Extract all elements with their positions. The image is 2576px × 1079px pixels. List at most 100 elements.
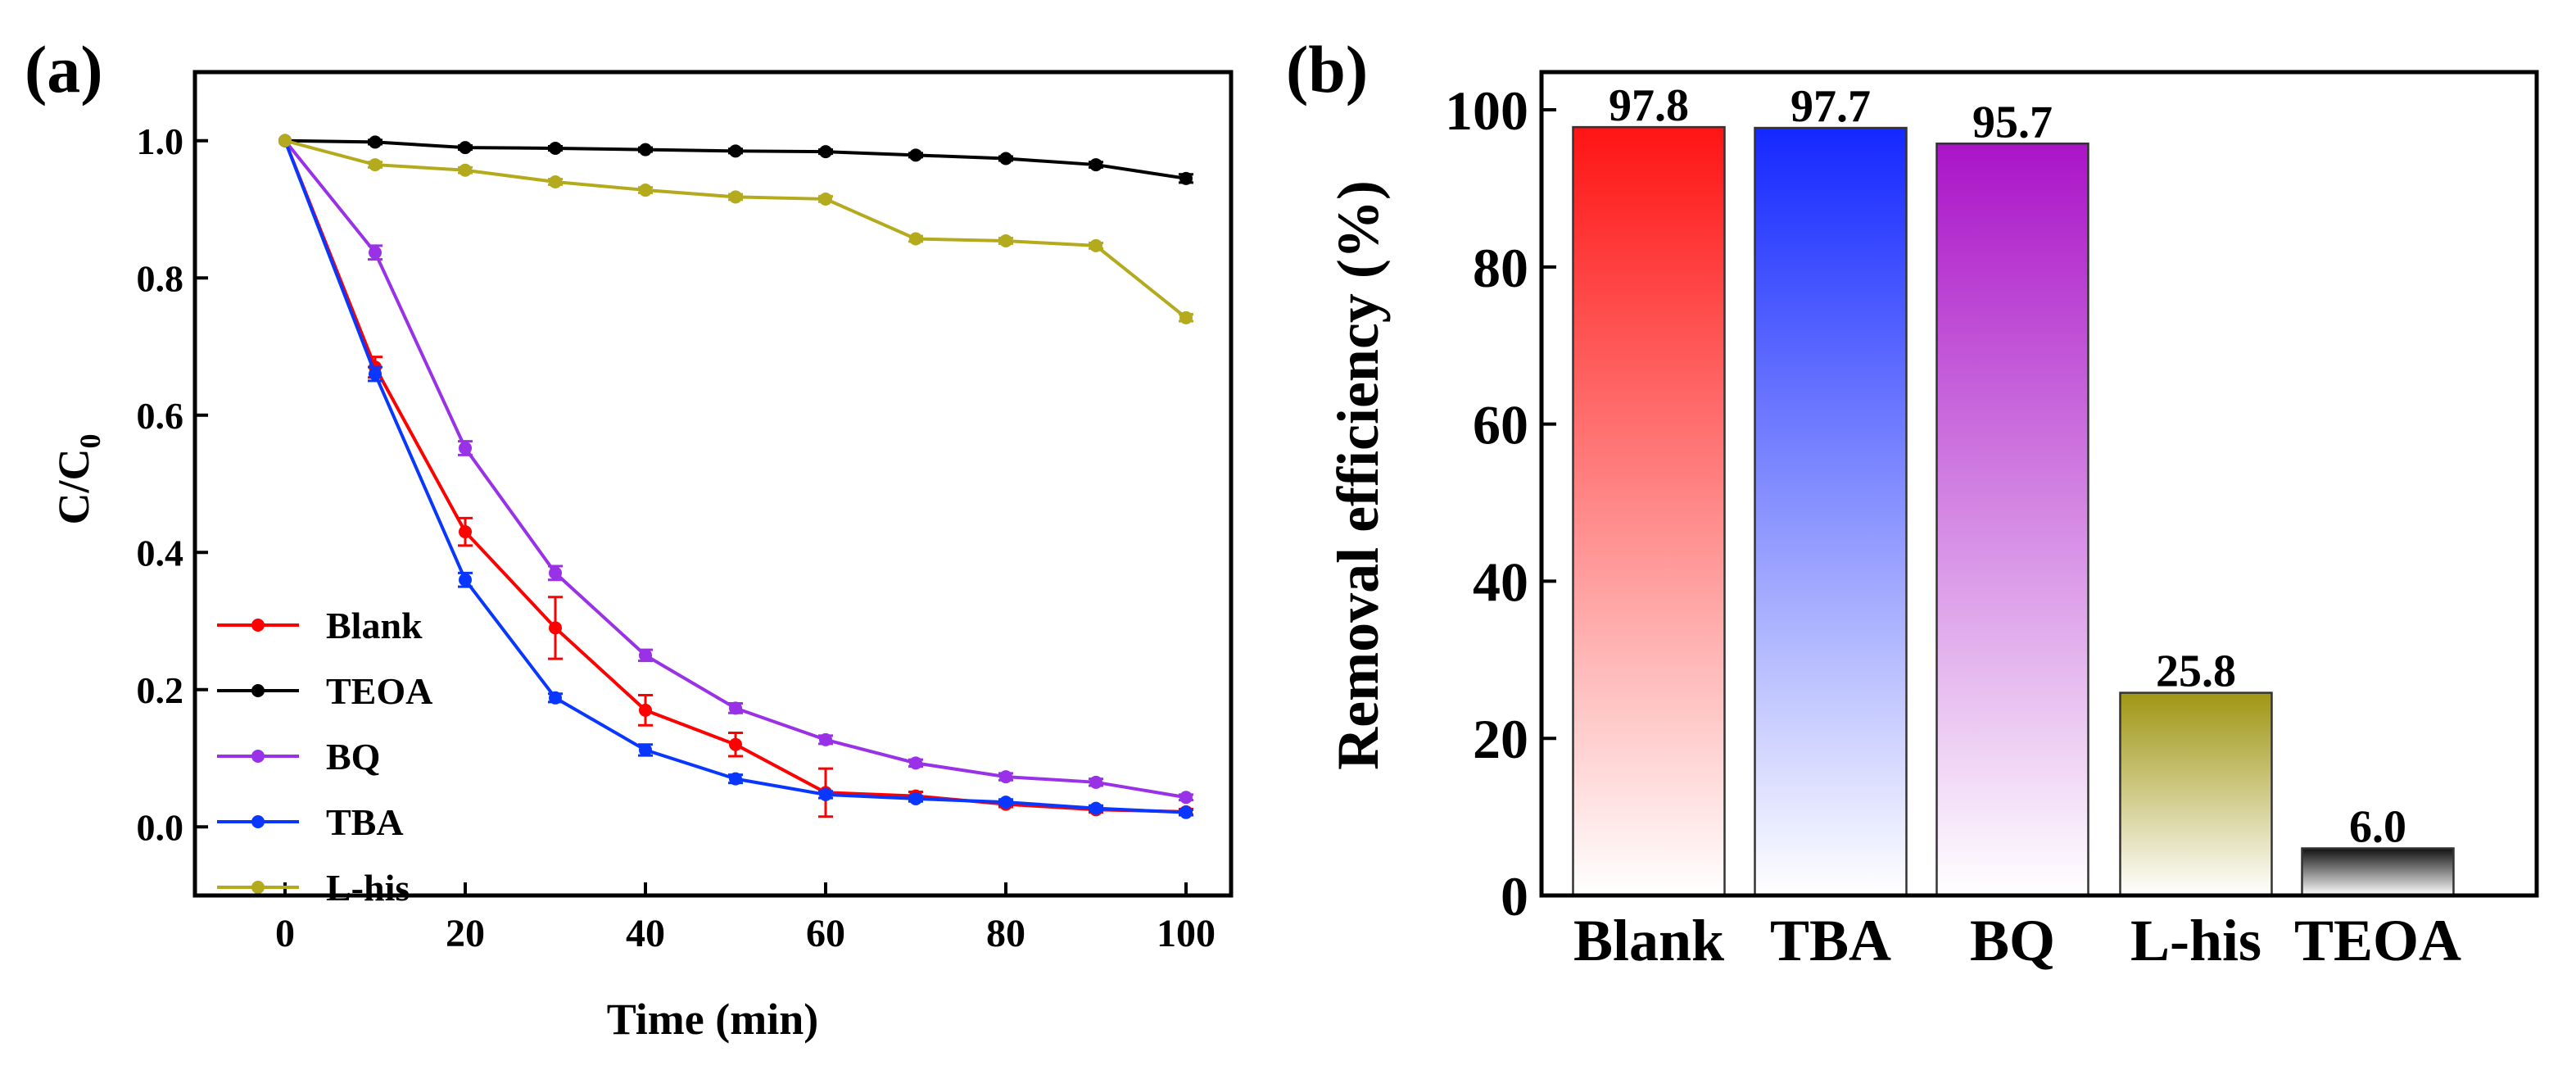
panel-a-x-axis-label: Time (min) <box>607 995 818 1044</box>
data-point-bq <box>549 566 562 580</box>
data-point-teoa <box>369 135 382 149</box>
data-point-l-his <box>909 232 922 246</box>
data-point-bq <box>909 756 922 770</box>
y-tick-label: 40 <box>1473 551 1528 613</box>
bar-value-label-bq: 95.7 <box>1972 97 2053 147</box>
x-tick-label: 20 <box>446 912 485 955</box>
x-category-label-blank: Blank <box>1573 908 1724 973</box>
y-tick-label: 0.8 <box>137 257 184 299</box>
x-category-label-teoa: TEOA <box>2294 908 2461 973</box>
data-point-l-his <box>1089 238 1102 252</box>
panel-b-label: (b) <box>1286 32 1368 107</box>
legend-marker <box>251 815 265 828</box>
panel-b-bar-chart: (b) 97.8 97.7 95.7 25.8 6.0 0 20 40 60 80 100 Blan… <box>1286 32 2539 973</box>
y-tick-label: 0.0 <box>137 806 184 848</box>
x-tick-label: 100 <box>1157 912 1216 955</box>
data-point-teoa <box>1179 171 1193 185</box>
legend-entry-l-his: L-his <box>217 867 410 909</box>
panel-a-line-chart: (a) 0 20 40 60 80 100 0.0 0.2 0.4 0.6 0.8 1.0 Blank… <box>25 32 1234 1044</box>
x-category-label-l-his: L-his <box>2130 908 2261 973</box>
data-point-blank <box>459 525 472 539</box>
data-point-tba <box>1179 805 1193 819</box>
y-axis-label-subscript: 0 <box>74 434 106 449</box>
y-tick-label: 20 <box>1473 708 1528 770</box>
panel-b-plot-frame <box>1539 70 2539 898</box>
bar-value-label-tba: 97.7 <box>1791 81 1871 132</box>
data-point-bq <box>729 701 742 715</box>
data-point-bq <box>1179 791 1193 805</box>
data-point-blank <box>639 703 652 717</box>
bar-teoa <box>2301 847 2455 897</box>
x-tick-label: 60 <box>806 912 845 955</box>
bar-bq <box>1935 143 2089 897</box>
series-line-l-his <box>284 138 1188 320</box>
data-point-l-his <box>369 158 382 172</box>
y-tick-label: 1.0 <box>137 120 184 162</box>
panel-a-plot-frame <box>192 70 1234 898</box>
data-point-l-his <box>549 175 562 188</box>
data-point-l-his <box>459 163 472 177</box>
data-point-teoa <box>909 148 922 162</box>
bar-l-his <box>2119 691 2273 897</box>
y-tick-label: 60 <box>1473 394 1528 456</box>
data-point-teoa <box>999 152 1012 165</box>
legend-entry-bq: BQ <box>217 736 380 778</box>
legend-label: TBA <box>326 801 404 843</box>
y-tick-label: 0.6 <box>137 395 184 437</box>
legend-marker <box>251 684 265 697</box>
legend-label: BQ <box>326 736 380 778</box>
data-point-teoa <box>729 144 742 158</box>
x-tick-label: 80 <box>986 912 1025 955</box>
data-point-l-his <box>999 234 1012 248</box>
data-point-tba <box>819 787 832 801</box>
y-tick-label: 0.4 <box>137 532 184 574</box>
data-point-teoa <box>549 141 562 155</box>
data-point-tba <box>549 691 562 705</box>
data-point-teoa <box>1089 158 1102 172</box>
legend-label: TEOA <box>326 670 432 712</box>
bar-blank <box>1572 125 1726 897</box>
panel-a-legend: Blank TEOA BQ TBA L-his <box>217 605 432 909</box>
bar-tba <box>1754 126 1908 897</box>
data-point-l-his <box>1179 311 1193 324</box>
data-point-bq <box>1089 775 1102 789</box>
y-tick-label: 0.2 <box>137 669 184 711</box>
data-point-bq <box>999 770 1012 784</box>
data-point-blank <box>729 737 742 751</box>
data-point-tba <box>1089 801 1102 815</box>
legend-entry-tba: TBA <box>217 801 404 843</box>
panel-b-y-axis-label: Removal efficiency (%) <box>1325 180 1391 770</box>
data-point-bq <box>369 246 382 260</box>
data-point-teoa <box>639 143 652 156</box>
legend-entry-blank: Blank <box>217 605 423 646</box>
data-point-tba <box>369 367 382 381</box>
bar-value-label-l-his: 25.8 <box>2156 646 2236 697</box>
x-category-label-bq: BQ <box>1970 908 2055 973</box>
x-tick-label: 40 <box>626 912 665 955</box>
data-point-tba <box>459 573 472 587</box>
y-tick-label: 80 <box>1473 237 1528 299</box>
data-point-tba <box>999 796 1012 809</box>
data-point-l-his <box>819 192 832 206</box>
y-axis-label-main: C/C <box>49 449 98 525</box>
data-point-teoa <box>819 145 832 159</box>
x-tick-label: 0 <box>275 912 295 955</box>
data-point-l-his <box>278 134 292 147</box>
y-tick-label: 100 <box>1445 79 1528 142</box>
data-point-bq <box>459 441 472 455</box>
bar-value-label-blank: 97.8 <box>1609 80 1689 131</box>
legend-marker <box>251 881 265 894</box>
legend-marker <box>251 750 265 763</box>
legend-marker <box>251 619 265 632</box>
data-point-l-his <box>729 190 742 204</box>
data-point-bq <box>819 732 832 746</box>
legend-entry-teoa: TEOA <box>217 670 432 712</box>
data-point-tba <box>729 772 742 786</box>
panel-a-y-axis-label: C/C0 <box>49 434 106 525</box>
data-point-teoa <box>459 141 472 155</box>
data-point-tba <box>639 743 652 757</box>
data-point-l-his <box>639 184 652 197</box>
legend-label: Blank <box>326 605 423 646</box>
legend-label: L-his <box>326 867 410 909</box>
y-tick-label: 0 <box>1501 865 1528 927</box>
